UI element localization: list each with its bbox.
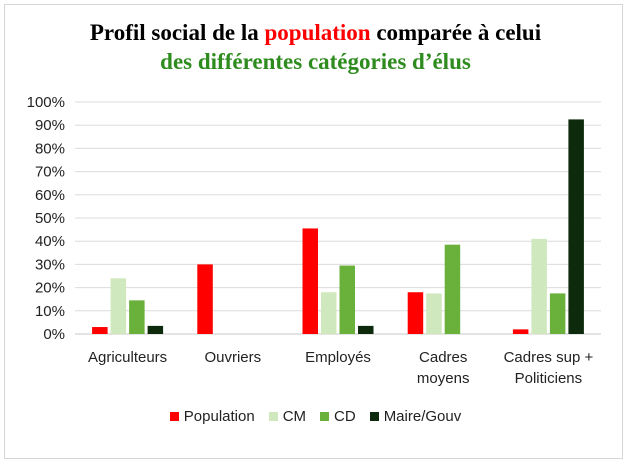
title-part-population: population: [264, 20, 371, 45]
y-tick-label: 40%: [35, 233, 65, 250]
bar: [444, 244, 461, 334]
legend-label: CD: [334, 408, 356, 425]
bar: [147, 325, 164, 334]
legend-swatch: [320, 412, 330, 421]
chart-subtitle: des différentes catégories d’élus: [160, 49, 471, 74]
bar: [512, 329, 529, 334]
title-part-1: Profil social de la: [89, 20, 265, 45]
y-tick-label: 90%: [35, 117, 65, 134]
x-tick-label: Cadres moyens: [417, 349, 470, 387]
legend: Population CM CD Maire/Gouv: [0, 408, 631, 425]
chart-title: Profil social de la population comparée …: [0, 18, 631, 76]
bar: [110, 278, 127, 334]
bar: [302, 228, 318, 334]
bar: [92, 327, 108, 334]
bar: [321, 292, 337, 334]
legend-item: Population: [169, 408, 255, 425]
title-line-1: Profil social de la population comparée …: [0, 18, 631, 47]
title-part-3: comparée à celui: [370, 20, 542, 45]
y-tick-label: 0%: [43, 326, 65, 343]
legend-label: CM: [282, 408, 307, 425]
y-tick-label: 50%: [35, 210, 65, 227]
legend-item: CD: [320, 408, 356, 425]
y-tick-label: 100%: [27, 94, 65, 111]
x-tick-label: Employés: [305, 349, 371, 366]
y-tick-label: 80%: [35, 140, 65, 157]
bar: [129, 300, 145, 334]
bar: [407, 292, 424, 334]
x-tick-label: Agriculteurs: [88, 349, 167, 366]
bar: [531, 238, 547, 334]
x-tick-label: Cadres sup + Politiciens: [504, 349, 594, 387]
legend-item: Maire/Gouv: [369, 408, 462, 425]
y-tick-label: 10%: [35, 303, 65, 320]
legend-swatch: [268, 412, 278, 421]
bar: [549, 293, 566, 334]
y-tick-label: 60%: [35, 187, 65, 204]
y-tick-label: 70%: [35, 164, 65, 181]
legend-item: CM: [268, 408, 307, 425]
bar: [426, 293, 442, 334]
legend-label: Population: [183, 408, 255, 425]
bar: [197, 264, 213, 334]
x-tick-label: Ouvriers: [204, 349, 261, 366]
legend-swatch: [369, 412, 379, 421]
bar: [568, 119, 584, 335]
legend-swatch: [169, 412, 179, 421]
legend-label: Maire/Gouv: [383, 408, 462, 425]
y-tick-label: 30%: [35, 256, 65, 273]
bar: [358, 325, 374, 334]
bar: [339, 265, 355, 334]
y-tick-label: 20%: [35, 280, 65, 297]
